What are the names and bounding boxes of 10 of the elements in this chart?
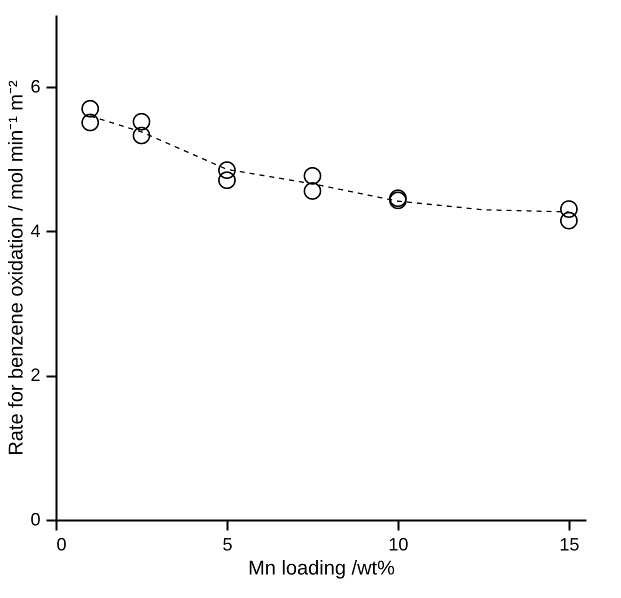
y-tick-label: 4 xyxy=(30,220,40,241)
y-tick-label: 2 xyxy=(30,365,40,386)
x-tick-label: 10 xyxy=(388,534,408,554)
y-axis-title: Rate for benzene oxidation / mol min⁻¹ m⁻² xyxy=(5,80,28,456)
x-axis-title: Mn loading /wt% xyxy=(248,558,396,580)
x-tick-label: 5 xyxy=(222,534,232,554)
x-tick-label: 0 xyxy=(56,534,67,554)
x-tick-label: 15 xyxy=(559,534,580,554)
y-tick-label: 6 xyxy=(30,76,40,97)
y-tick-label: 0 xyxy=(30,510,40,530)
